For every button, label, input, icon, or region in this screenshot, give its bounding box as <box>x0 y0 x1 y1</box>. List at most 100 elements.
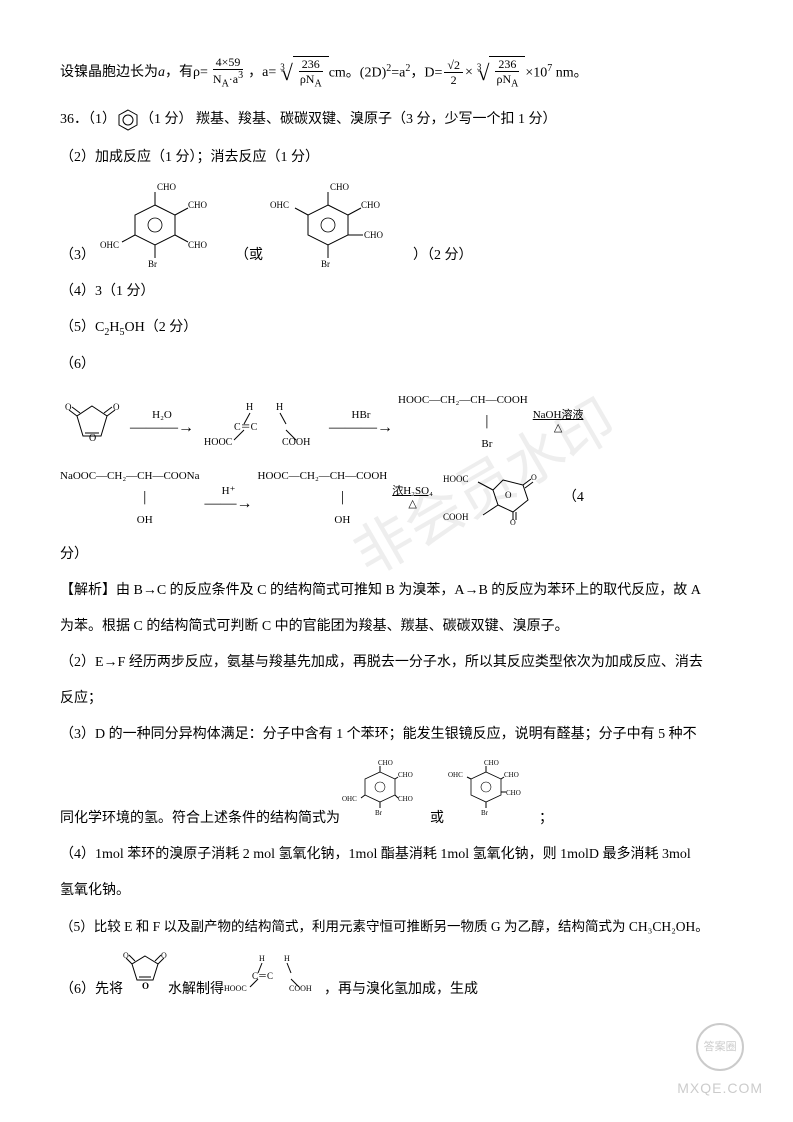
answer-36-3: （3） CHO CHO CHO Br OHC （或 CHO CHO CHO Br… <box>60 180 733 270</box>
structure-option-2: CHO CHO CHO Br OHC <box>444 757 539 833</box>
analysis-label: 【解析】 <box>60 577 116 605</box>
cube-root: 3 √ 236 ρNA <box>276 56 328 91</box>
answer-36-1: 36．（1） （1 分） 羰基、羧基、碳碳双键、溴原子（3 分，少写一个扣 1 … <box>60 106 733 134</box>
svg-text:O: O <box>531 473 537 482</box>
svg-text:CHO: CHO <box>188 200 208 210</box>
score: （4 <box>563 484 584 512</box>
svg-text:O: O <box>505 490 512 500</box>
svg-text:O: O <box>142 981 149 991</box>
svg-text:HOOC: HOOC <box>204 437 233 446</box>
answer-36-6-label: （6） <box>60 351 733 379</box>
svg-text:C＝C: C＝C <box>252 971 273 981</box>
maleic-anhydride: O O O <box>65 398 120 446</box>
svg-text:COOH: COOH <box>289 984 312 993</box>
analysis-text: （4）1mol 苯环的溴原子消耗 2 mol 氢氧化钠，1mol 酯基消耗 1m… <box>60 841 733 869</box>
svg-text:CHO: CHO <box>157 182 177 192</box>
svg-text:CHO: CHO <box>504 771 519 779</box>
analysis-block: 【解析】由 B→C 的反应条件及 C 的结构简式可推知 B 为溴苯，A→B 的反… <box>60 577 733 605</box>
text: ×107 nm。 <box>525 59 587 88</box>
text: ）（2 分） <box>413 242 473 270</box>
logo-url: MXQE.COM <box>677 1074 763 1102</box>
svg-text:H: H <box>259 954 265 963</box>
reaction-arrow: H⁺ ——→ <box>205 486 253 509</box>
svg-text:Br: Br <box>321 259 330 269</box>
label: （3） <box>60 242 95 270</box>
reaction-arrow: NaOH溶液 △ <box>533 410 584 434</box>
analysis-text: 由 B→C 的反应条件及 C 的结构简式可推知 B 为溴苯，A→B 的反应为苯环… <box>116 577 701 605</box>
svg-text:CHO: CHO <box>378 759 393 767</box>
svg-text:H: H <box>276 402 283 413</box>
svg-text:H: H <box>246 402 253 413</box>
maleic-acid: H H C＝CHOOC COOH <box>204 398 319 446</box>
benzene-derivative-2: CHO CHO CHO Br OHC <box>268 180 408 270</box>
text: ，a= <box>248 59 276 87</box>
analysis-text: （5）比较 E 和 F 以及副产物的结构简式，利用元素守恒可推断另一物质 G 为… <box>60 913 733 940</box>
svg-text:HOOC: HOOC <box>443 474 469 484</box>
analysis-text: 反应； <box>60 685 733 713</box>
svg-text:Br: Br <box>148 259 157 269</box>
bromo-succinic-acid: HOOC—CH₂—CH—COOH │ Br <box>398 389 528 455</box>
svg-text:COOH: COOH <box>282 437 310 446</box>
svg-text:CHO: CHO <box>398 795 413 803</box>
text: ，有ρ= <box>165 59 208 87</box>
svg-text:CHO: CHO <box>361 200 381 210</box>
svg-text:O: O <box>123 951 129 960</box>
svg-text:O: O <box>89 433 96 444</box>
svg-text:CHO: CHO <box>364 230 384 240</box>
analysis-text: 为苯。根据 C 的结构简式可判断 C 中的官能团为羧基、羰基、碳碳双键、溴原子。 <box>60 613 733 641</box>
document-content: 设镍晶胞边长为 a ，有ρ= 4×59 NA·a3 ，a= 3 √ 236 ρN… <box>60 55 733 1004</box>
svg-text:CHO: CHO <box>398 771 413 779</box>
malic-acid: HOOC—CH₂—CH—COOH │ OH <box>258 465 388 531</box>
svg-text:CHO: CHO <box>484 759 499 767</box>
answer-36-4: （4）3（1 分） <box>60 278 733 306</box>
fraction: 4×59 NA·a3 <box>210 55 246 91</box>
svg-text:Br: Br <box>375 809 383 817</box>
svg-text:HOOC: HOOC <box>224 984 247 993</box>
answer-36-5: （5）C2H5OH（2 分） <box>60 314 733 343</box>
answer-36-2: （2）加成反应（1 分）；消去反应（1 分） <box>60 144 733 172</box>
svg-text:Br: Br <box>481 809 489 817</box>
fraction: √2 2 <box>444 58 463 88</box>
svg-text:OHC: OHC <box>448 771 463 779</box>
svg-text:OHC: OHC <box>342 795 357 803</box>
reaction-scheme-2: NaOOC—CH₂—CH—COONa │ OH H⁺ ——→ HOOC—CH₂—… <box>60 465 733 531</box>
analysis-text: （2）E→F 经历两步反应，氨基与羧基先加成，再脱去一分子水，所以其反应类型依次… <box>60 649 733 677</box>
benzene-derivative-1: CHO CHO CHO Br OHC <box>100 180 230 270</box>
answer-text: （1 分） 羰基、羧基、碳碳双键、溴原子（3 分，少写一个扣 1 分） <box>140 106 557 134</box>
svg-text:O: O <box>510 518 516 525</box>
question-number: 36．（1） <box>60 106 116 134</box>
svg-text:C＝C: C＝C <box>234 422 258 433</box>
benzene-icon <box>116 108 140 132</box>
sodium-malate: NaOOC—CH₂—CH—COONa │ OH <box>60 465 200 531</box>
cube-root: 3 √ 236 ρNA <box>473 56 525 91</box>
variable: a <box>158 59 165 87</box>
text: cm。(2D)2=a2，D= <box>329 59 443 88</box>
svg-text:H: H <box>284 954 290 963</box>
logo-circle: 答案圈 <box>696 1023 744 1071</box>
svg-text:CHO: CHO <box>188 240 208 250</box>
cyclic-product: HOOC O O O COOH <box>443 470 553 525</box>
numerator: 4×59 <box>213 55 244 70</box>
analysis-text-with-structures: 同化学环境的氢。符合上述条件的结构简式为 CHO CHO CHO Br OHC … <box>60 757 733 833</box>
svg-text:O: O <box>65 402 72 412</box>
reaction-arrow: 浓H₂SO₄ △ <box>392 486 433 510</box>
text: 设镍晶胞边长为 <box>60 59 158 87</box>
structure-option-1: CHO CHO CHO Br OHC <box>340 757 430 833</box>
footer-watermark-logo: 答案圈 MXQE.COM <box>677 1023 763 1102</box>
reaction-arrow: HBr ———→ <box>329 410 393 433</box>
svg-text:O: O <box>113 402 120 412</box>
maleic-anhydride-small: O O O <box>123 948 168 1004</box>
score-continuation: 分） <box>60 541 733 569</box>
analysis-text: 氢氧化钠。 <box>60 877 733 905</box>
svg-text:CHO: CHO <box>506 789 521 797</box>
svg-text:COOH: COOH <box>443 512 469 522</box>
analysis-text: （3）D 的一种同分异构体满足：分子中含有 1 个苯环；能发生银镜反应，说明有醛… <box>60 721 733 749</box>
svg-text:OHC: OHC <box>100 240 119 250</box>
equation-line: 设镍晶胞边长为 a ，有ρ= 4×59 NA·a3 ，a= 3 √ 236 ρN… <box>60 55 733 91</box>
text: × <box>465 59 473 87</box>
maleic-acid-small: H H C＝C HOOC COOH <box>224 951 324 1004</box>
svg-text:CHO: CHO <box>330 182 350 192</box>
text: （或 <box>235 242 263 270</box>
denominator: NA·a3 <box>210 70 246 90</box>
svg-text:O: O <box>161 951 167 960</box>
